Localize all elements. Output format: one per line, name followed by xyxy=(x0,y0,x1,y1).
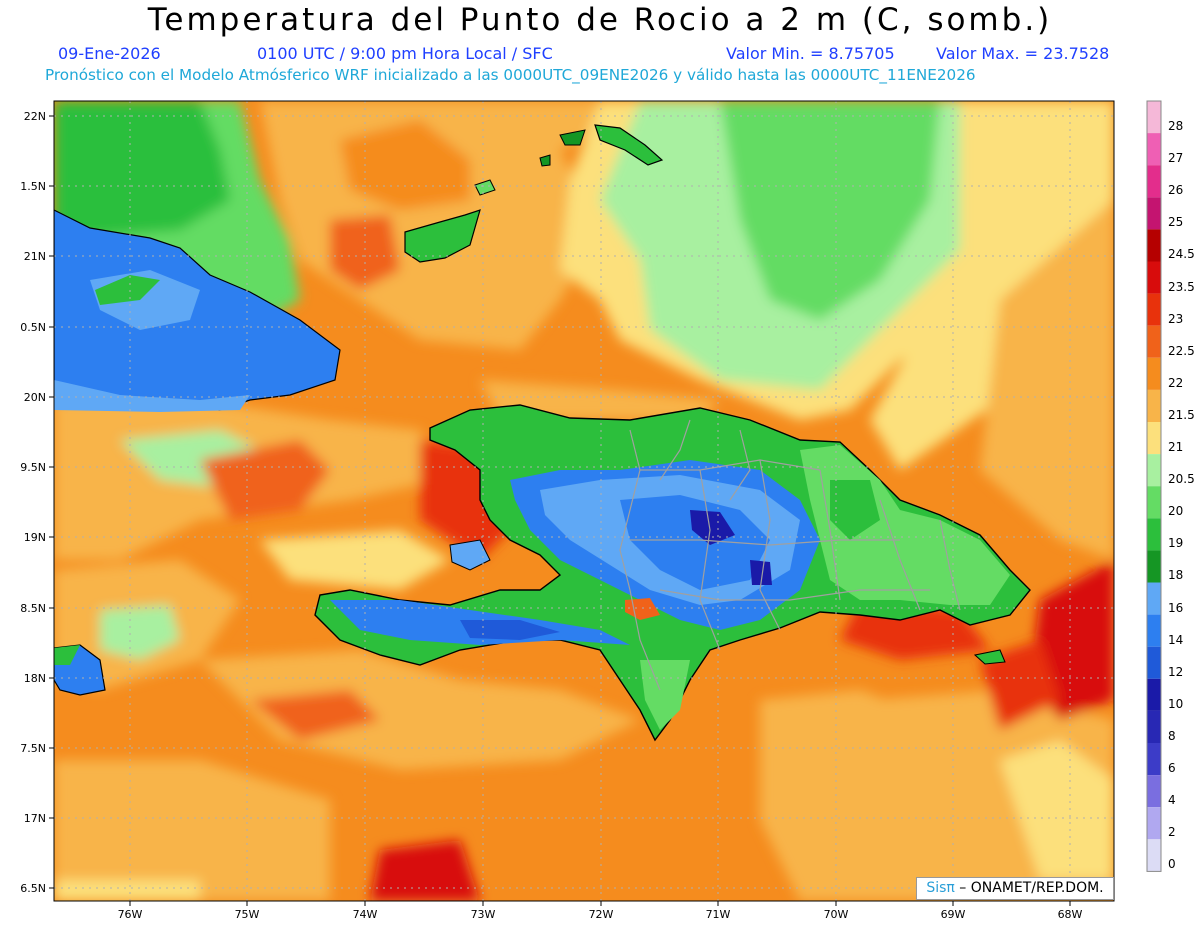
colorbar-swatch xyxy=(1147,678,1161,711)
colorbar-label: 20 xyxy=(1168,504,1184,519)
map-field xyxy=(54,101,1114,901)
longitude-labels: 76W 75W 74W 73W 72W 71W 70W 69W 68W xyxy=(118,908,1083,921)
colorbar-swatch xyxy=(1147,582,1161,615)
colorbar-swatch xyxy=(1147,389,1161,422)
lat-label: 6.5N xyxy=(20,882,46,895)
lat-label: 18N xyxy=(24,672,46,685)
lat-label: 7.5N xyxy=(20,742,46,755)
lat-label: 19N xyxy=(24,531,46,544)
colorbar-swatch xyxy=(1147,743,1161,776)
colorbar-swatch xyxy=(1147,261,1161,294)
colorbar-swatch xyxy=(1147,133,1161,166)
colorbar-swatch xyxy=(1147,550,1161,583)
colorbar-swatch xyxy=(1147,614,1161,647)
lon-label: 72W xyxy=(589,908,614,921)
graticule xyxy=(54,101,1114,901)
colorbar-label: 2 xyxy=(1168,825,1176,840)
colorbar-label: 6 xyxy=(1168,761,1176,775)
lat-label: 8.5N xyxy=(20,602,46,615)
lat-label: 0.5N xyxy=(20,321,46,334)
lon-label: 70W xyxy=(824,908,849,921)
lon-label: 69W xyxy=(941,908,966,921)
colorbar-label: 21.5 xyxy=(1168,407,1195,422)
colorbar-label: 18 xyxy=(1168,568,1184,583)
colorbar-swatch xyxy=(1147,486,1161,519)
credit-text: – ONAMET/REP.DOM. xyxy=(954,880,1104,896)
colorbar-swatch xyxy=(1147,293,1161,326)
colorbar-label: 10 xyxy=(1168,696,1184,711)
colorbar-frame xyxy=(1146,100,1162,872)
colorbar-swatch xyxy=(1147,710,1161,743)
colorbar-label: 0 xyxy=(1168,857,1176,872)
colorbar-label: 24.5 xyxy=(1168,247,1195,262)
colorbar-label: 23.5 xyxy=(1168,279,1195,294)
colorbar-label: 12 xyxy=(1168,664,1184,679)
colorbar-swatch xyxy=(1147,839,1161,872)
lon-label: 73W xyxy=(471,908,496,921)
lat-label: 21N xyxy=(24,250,46,263)
colorbar-label: 19 xyxy=(1168,536,1184,551)
colorbar xyxy=(1146,100,1162,872)
lon-label: 74W xyxy=(353,908,378,921)
plot-frame xyxy=(53,100,1115,902)
forecast-description: Pronóstico con el Modelo Atmósferico WRF… xyxy=(45,66,976,84)
colorbar-swatch xyxy=(1147,101,1161,134)
page-title: Temperatura del Punto de Rocio a 2 m (C,… xyxy=(147,2,1053,38)
lat-label: 9.5N xyxy=(20,461,46,474)
credit-box: Sisπ – ONAMET/REP.DOM. xyxy=(916,877,1114,900)
colorbar-swatch xyxy=(1147,357,1161,390)
colorbar-swatch xyxy=(1147,422,1161,455)
colorbar-swatch xyxy=(1147,807,1161,840)
colorbar-label: 22.5 xyxy=(1168,343,1195,358)
colorbar-swatch xyxy=(1147,197,1161,230)
colorbar-label: 16 xyxy=(1168,600,1184,615)
lon-label: 68W xyxy=(1058,908,1083,921)
colorbar-label: 27 xyxy=(1168,151,1184,166)
lat-label: 1.5N xyxy=(20,180,46,193)
colorbar-label: 20.5 xyxy=(1168,472,1195,487)
colorbar-swatch xyxy=(1147,775,1161,808)
lon-label: 76W xyxy=(118,908,143,921)
colorbar-label: 14 xyxy=(1168,632,1184,647)
lon-label: 71W xyxy=(706,908,731,921)
lat-label: 20N xyxy=(24,391,46,404)
colorbar-label: 22 xyxy=(1168,375,1184,390)
colorbar-label: 21 xyxy=(1168,440,1184,454)
forecast-date: 09-Ene-2026 xyxy=(58,44,161,63)
lat-label: 22N xyxy=(24,110,46,123)
colorbar-label: 8 xyxy=(1168,728,1176,743)
colorbar-swatch xyxy=(1147,165,1161,198)
latitude-labels: 22N 1.5N 21N 0.5N 20N 9.5N 19N 8.5N 18N … xyxy=(20,110,46,895)
colorbar-label: 28 xyxy=(1168,119,1184,133)
colorbar-swatch xyxy=(1147,646,1161,679)
max-value: Valor Max. = 23.7528 xyxy=(936,44,1110,63)
lon-label: 75W xyxy=(235,908,260,921)
colorbar-swatch xyxy=(1147,518,1161,551)
colorbar-label: 23 xyxy=(1168,311,1184,326)
colorbar-swatch xyxy=(1147,229,1161,262)
min-value: Valor Min. = 8.75705 xyxy=(726,44,895,63)
forecast-time: 0100 UTC / 9:00 pm Hora Local / SFC xyxy=(257,44,553,63)
sispi-logo: Sisπ xyxy=(926,880,955,896)
bahamas-islands xyxy=(404,124,664,263)
colorbar-swatch xyxy=(1147,325,1161,358)
colorbar-label: 4 xyxy=(1168,793,1176,808)
lat-label: 17N xyxy=(24,812,46,825)
cuba-landmass xyxy=(54,209,341,696)
colorbar-label: 26 xyxy=(1168,183,1184,198)
colorbar-swatch xyxy=(1147,454,1161,487)
hispaniola-landmass xyxy=(314,404,1031,742)
colorbar-label: 25 xyxy=(1168,215,1184,230)
